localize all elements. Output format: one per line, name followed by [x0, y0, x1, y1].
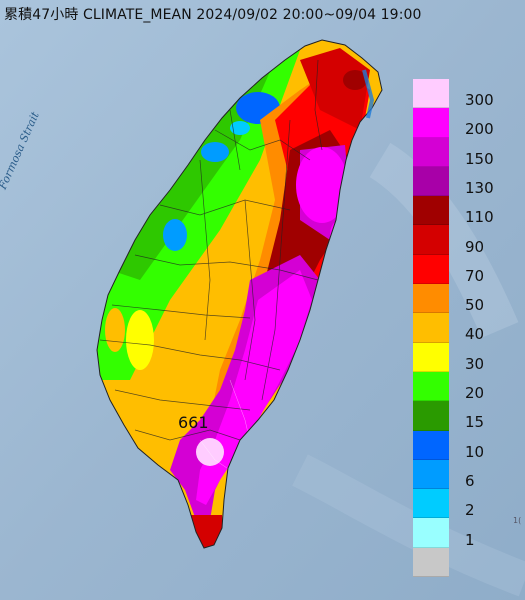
legend-label: 50: [465, 296, 485, 315]
legend-swatch: [413, 489, 449, 519]
legend-swatch: [413, 284, 449, 314]
max-rainfall-label: 661: [178, 413, 209, 432]
legend-swatch: [413, 313, 449, 343]
legend-label: 30: [465, 354, 485, 373]
rainfall-legend: 300 200 150 130 110 90 70 50 40 30 20 15 10 6 2 1: [413, 79, 494, 578]
legend-swatch: [413, 166, 449, 197]
legend-boxes: [413, 79, 449, 578]
legend-swatch: [413, 108, 449, 138]
legend-label: 40: [465, 325, 485, 344]
legend-swatch: [413, 459, 449, 490]
legend-label: 6: [465, 471, 475, 490]
legend-label: 300: [465, 91, 494, 109]
legend-label: 20: [465, 384, 485, 402]
legend-label: 200: [465, 120, 494, 139]
legend-label: 15: [465, 413, 485, 432]
legend-swatch: [413, 137, 449, 167]
legend-swatch: [413, 547, 449, 578]
legend-swatch: [413, 196, 449, 226]
legend-swatch: [413, 371, 449, 402]
legend-swatch: [413, 342, 449, 372]
legend-label: 1: [465, 530, 475, 549]
legend-swatch: [413, 430, 449, 460]
legend-label: 70: [465, 266, 485, 285]
legend-swatch: [413, 518, 449, 548]
legend-swatch: [413, 225, 449, 255]
legend-swatch: [413, 79, 449, 109]
legend-label: 150: [465, 149, 494, 168]
legend-label: 110: [465, 208, 494, 227]
map-title: 累積47小時 CLIMATE_MEAN 2024/09/02 20:00~09/…: [4, 7, 422, 23]
edge-note: 1(: [513, 516, 522, 525]
legend-swatch: [413, 254, 449, 285]
legend-label: 90: [465, 237, 485, 256]
legend-label: 10: [465, 442, 485, 461]
legend-swatch: [413, 401, 449, 431]
legend-label: 130: [465, 178, 494, 197]
legend-label: 2: [465, 501, 475, 520]
